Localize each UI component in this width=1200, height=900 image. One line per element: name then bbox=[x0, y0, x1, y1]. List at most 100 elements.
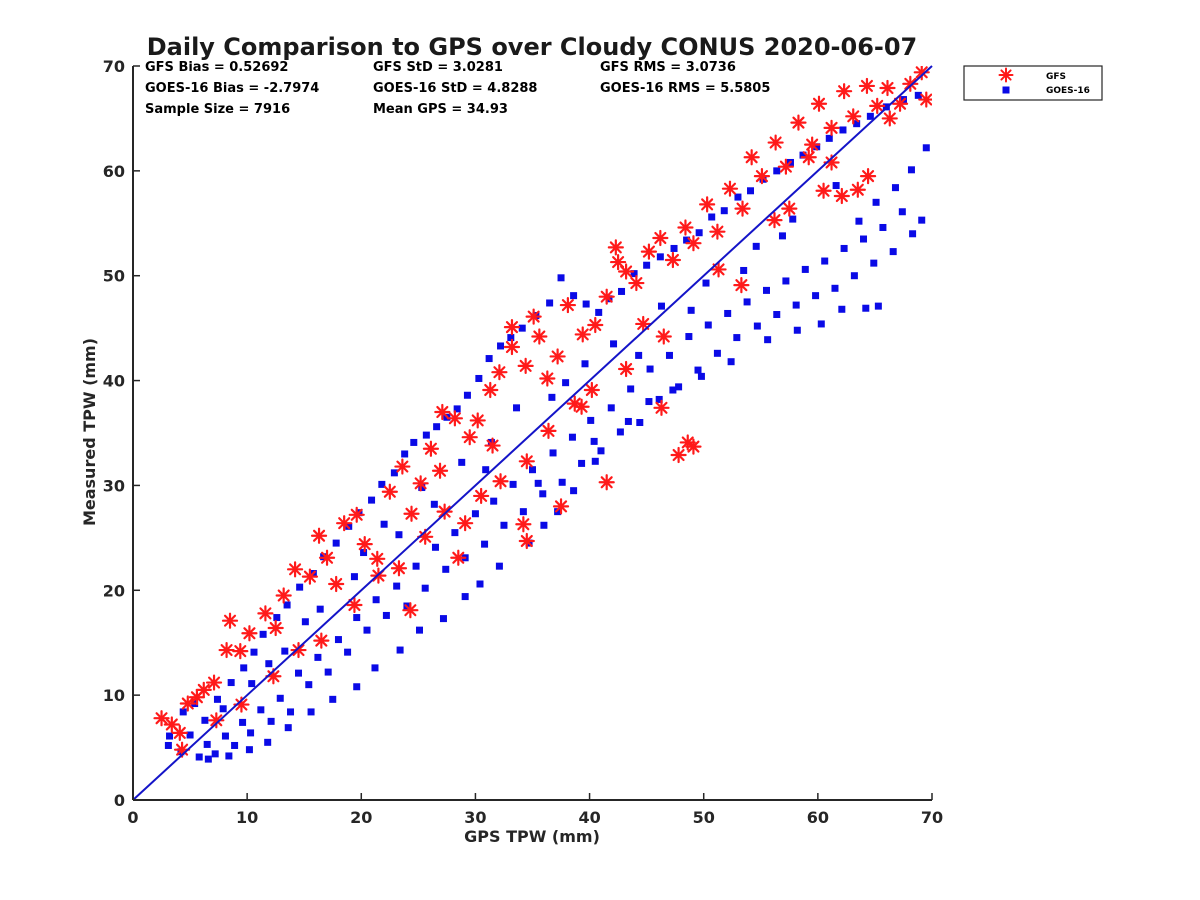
gfs-point bbox=[607, 239, 624, 256]
gfs-point bbox=[743, 149, 760, 166]
y-axis-label: Measured TPW (mm) bbox=[80, 338, 99, 526]
gfs-point bbox=[709, 223, 726, 240]
goes16-point bbox=[219, 705, 227, 713]
gfs-point bbox=[539, 370, 556, 387]
gfs-point bbox=[310, 527, 328, 544]
stat-text: Sample Size = 7916 bbox=[145, 102, 290, 117]
goes16-point bbox=[513, 404, 521, 412]
gfs-point bbox=[767, 134, 784, 151]
goes16-point bbox=[570, 487, 578, 495]
goes16-point bbox=[720, 207, 728, 215]
goes16-point bbox=[670, 244, 678, 252]
x-tick-label: 30 bbox=[464, 808, 486, 827]
goes16-point bbox=[792, 301, 800, 309]
goes16-point bbox=[554, 508, 562, 516]
goes16-point bbox=[164, 741, 172, 749]
goes16-point bbox=[368, 496, 376, 504]
gfs-point bbox=[859, 168, 877, 185]
gfs-point bbox=[635, 315, 652, 333]
goes16-point bbox=[747, 187, 755, 195]
goes16-point bbox=[418, 484, 426, 492]
gfs-point bbox=[446, 410, 463, 427]
gfs-point bbox=[804, 136, 821, 153]
goes16-point bbox=[482, 466, 490, 474]
gfs-point bbox=[653, 399, 670, 416]
goes16-point bbox=[635, 351, 643, 359]
gfs-point bbox=[815, 182, 832, 199]
goes16-point bbox=[764, 336, 772, 344]
goes16-point bbox=[879, 223, 887, 231]
goes16-point bbox=[821, 257, 829, 265]
goes16-point bbox=[380, 520, 388, 528]
goes16-point bbox=[344, 648, 352, 656]
gfs-point bbox=[552, 498, 570, 515]
goes16-point bbox=[891, 184, 899, 192]
legend-label-goes16: GOES-16 bbox=[1046, 86, 1090, 96]
goes16-point bbox=[610, 340, 618, 348]
goes16-point bbox=[225, 752, 233, 760]
gfs-point bbox=[733, 277, 750, 294]
goes16-point bbox=[332, 539, 340, 547]
gfs-point bbox=[313, 632, 330, 649]
goes16-point bbox=[624, 417, 632, 425]
goes16-point bbox=[395, 531, 403, 539]
gfs-point bbox=[515, 516, 532, 533]
goes16-point bbox=[898, 208, 906, 216]
goes16-point bbox=[862, 304, 870, 312]
goes16-point bbox=[839, 126, 847, 134]
goes16-point bbox=[773, 311, 781, 319]
gfs-point bbox=[518, 532, 535, 550]
stat-text: GFS StD = 3.0281 bbox=[373, 60, 503, 75]
goes16-point bbox=[665, 351, 673, 359]
goes16-point bbox=[324, 668, 332, 676]
goes16-point bbox=[248, 680, 256, 688]
gfs-point bbox=[525, 308, 542, 325]
goes16-point bbox=[371, 664, 379, 672]
gfs-point bbox=[348, 506, 365, 523]
gfs-point bbox=[652, 229, 669, 247]
goes16-point bbox=[918, 216, 926, 224]
goes16-point bbox=[582, 300, 590, 308]
goes16-point bbox=[415, 626, 423, 634]
gfs-point bbox=[390, 560, 408, 577]
goes16-point bbox=[476, 580, 484, 588]
goes16-point bbox=[487, 438, 495, 446]
goes16-point bbox=[860, 235, 868, 243]
goes16-point bbox=[296, 583, 304, 591]
gfs-point bbox=[610, 253, 627, 271]
gfs-point bbox=[583, 381, 600, 399]
goes16-point bbox=[799, 151, 807, 159]
goes16-point bbox=[471, 510, 479, 518]
goes16-point bbox=[907, 166, 915, 174]
goes16-point bbox=[850, 272, 858, 280]
gfs-point bbox=[891, 95, 909, 112]
goes16-point bbox=[702, 279, 710, 287]
gfs-point bbox=[699, 196, 716, 213]
goes16-point bbox=[529, 466, 536, 474]
gfs-point bbox=[777, 158, 794, 175]
goes16-point bbox=[179, 708, 187, 716]
goes16-point bbox=[727, 358, 735, 366]
x-axis-label: GPS TPW (mm) bbox=[464, 827, 600, 846]
gfs-point bbox=[869, 97, 886, 114]
gfs-point bbox=[685, 438, 702, 455]
goes16-point bbox=[872, 198, 880, 206]
gfs-point bbox=[491, 364, 508, 381]
x-tick-label: 20 bbox=[350, 808, 372, 827]
gfs-point bbox=[336, 515, 353, 532]
gfs-point bbox=[734, 200, 751, 217]
goes16-point bbox=[840, 244, 848, 252]
goes16-point bbox=[442, 565, 450, 573]
goes16-point bbox=[549, 449, 557, 457]
goes16-point bbox=[568, 433, 576, 441]
goes16-point bbox=[570, 292, 578, 300]
y-tick-label: 40 bbox=[103, 372, 125, 391]
gfs-point bbox=[369, 550, 386, 567]
goes16-point bbox=[186, 731, 194, 739]
goes16-point bbox=[866, 112, 874, 120]
gfs-point bbox=[208, 712, 225, 729]
goes16-point bbox=[307, 708, 315, 716]
gfs-point bbox=[356, 536, 373, 553]
goes16-point bbox=[239, 718, 247, 726]
gfs-point bbox=[431, 462, 449, 479]
